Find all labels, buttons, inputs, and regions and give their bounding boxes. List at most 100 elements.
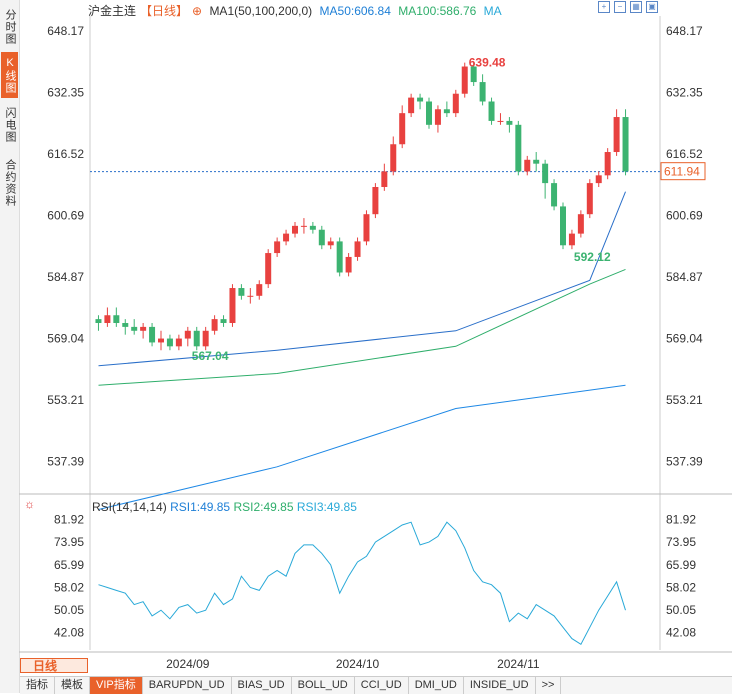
candle-body (354, 241, 361, 257)
fullscreen-icon[interactable]: ▣ (646, 1, 658, 13)
rsi-header: RSI(14,14,14) RSI1:49.85 RSI2:49.85 RSI3… (92, 500, 357, 514)
candle-body (515, 124, 522, 172)
rsi-tick-left: 50.05 (54, 603, 84, 617)
candle-body (149, 326, 156, 343)
candle-body (175, 338, 182, 347)
zoom-out-icon[interactable]: − (614, 1, 626, 13)
price-tick-right: 600.69 (666, 208, 703, 222)
candle-body (131, 326, 138, 331)
candle-body (256, 284, 263, 296)
ma100-line (98, 268, 626, 386)
indicator-tab[interactable]: INSIDE_UD (464, 677, 536, 694)
rsi-settings-icon: ☼ (24, 497, 35, 511)
last-price-label: 611.94 (664, 165, 700, 179)
candle-body (390, 144, 397, 172)
price-tick-left: 600.69 (47, 208, 84, 222)
price-tick-right: 584.87 (666, 270, 703, 284)
period-button[interactable]: 日线 (20, 658, 88, 673)
candle-body (363, 214, 370, 242)
price-tick-left: 632.35 (47, 85, 84, 99)
candle-body (140, 326, 147, 331)
low-annotation-1: 567.04 (192, 349, 229, 363)
rsi-tick-right: 73.95 (666, 535, 696, 549)
chart-header: 沪金主连 【日线】 ⊕ MA1(50,100,200,0) MA50:606.84 … (88, 2, 506, 18)
rsi-label: RSI(14,14,14) (92, 500, 167, 514)
candle-body (488, 101, 495, 121)
low-annotation-2: 592.12 (574, 250, 611, 264)
price-tick-right: 616.52 (666, 147, 703, 161)
candle-body (622, 117, 629, 172)
candle-body (184, 330, 191, 339)
candle-body (533, 159, 540, 164)
candle-body (461, 66, 468, 94)
price-tick-right: 537.39 (666, 454, 703, 468)
ma-label[interactable]: MA1(50,100,200,0) (209, 4, 313, 18)
ma50-line (98, 191, 626, 367)
price-tick-left: 537.39 (47, 454, 84, 468)
indicator-tab[interactable]: 指标 (20, 677, 55, 694)
indicator-tab[interactable]: BARUPDN_UD (143, 677, 232, 694)
indicator-tab[interactable]: 模板 (55, 677, 90, 694)
candle-body (434, 109, 441, 125)
candle-body (372, 186, 379, 215)
candle-body (309, 225, 316, 230)
grid-icon[interactable]: ▦ (630, 1, 642, 13)
rsi-line (98, 521, 626, 646)
indicator-tab[interactable]: VIP指标 (90, 677, 143, 694)
candle-body (300, 225, 307, 227)
rsi3-value: RSI3:49.85 (296, 500, 357, 514)
candle-body (568, 233, 575, 246)
price-tick-right: 553.21 (666, 393, 703, 407)
indicator-tab[interactable]: >> (536, 677, 562, 694)
rsi-tick-left: 58.02 (54, 580, 84, 594)
candle-body (577, 214, 584, 234)
candle-body (381, 171, 388, 187)
rsi-tick-right: 81.92 (666, 513, 696, 527)
candle-body (595, 175, 602, 184)
settings-icon[interactable]: ⊕ (192, 4, 203, 18)
candle-body (604, 152, 611, 176)
candle-body (166, 338, 173, 347)
candle-body (497, 120, 504, 122)
candle-body (247, 295, 254, 297)
period-label[interactable]: 【日线】 (140, 4, 189, 18)
candle-body (113, 315, 120, 324)
candle-body (274, 241, 281, 254)
candle-body (265, 253, 272, 285)
indicator-tab[interactable]: CCI_UD (355, 677, 409, 694)
zoom-in-icon[interactable]: + (598, 1, 610, 13)
sidebar: 分时图 K线图 闪电图 合约资料 (0, 0, 20, 693)
candle-body (202, 330, 209, 347)
rsi-tick-right: 42.08 (666, 626, 696, 640)
last-price-badge (660, 162, 706, 181)
candle-body (452, 93, 459, 114)
candle-body (283, 233, 290, 242)
price-tick-right: 632.35 (666, 85, 703, 99)
candle-body (327, 241, 334, 246)
rsi-tick-right: 50.05 (666, 603, 696, 617)
rsi-tick-right: 58.02 (666, 580, 696, 594)
tab-kline[interactable]: K线图 (1, 52, 18, 98)
indicator-tab[interactable]: BOLL_UD (292, 677, 355, 694)
bottom-bar: 日线 指标 模板 VIP指标 BARUPDN_UD BIAS_UD BOLL_UD CCI_… (20, 656, 732, 694)
indicator-tab[interactable]: DMI_UD (409, 677, 464, 694)
candle-body (551, 183, 558, 207)
ma-value: MA (483, 4, 502, 18)
price-tick-left: 569.04 (47, 331, 84, 345)
ma50-value: MA50:606.84 (319, 4, 391, 18)
rsi1-value: RSI1:49.85 (170, 500, 231, 514)
tab-lightning[interactable]: 闪电图 (4, 107, 16, 143)
candle-body (229, 288, 236, 324)
symbol-name: 沪金主连 (88, 4, 137, 18)
price-tick-left: 648.17 (47, 24, 84, 38)
candle-body (399, 113, 406, 145)
tab-contract-info[interactable]: 合约资料 (4, 159, 16, 207)
rsi-tick-left: 73.95 (54, 535, 84, 549)
tab-timeshare[interactable]: 分时图 (4, 9, 16, 45)
candle-body (470, 66, 477, 83)
price-tick-left: 553.21 (47, 393, 84, 407)
indicator-tab[interactable]: BIAS_UD (232, 677, 292, 694)
candle-body (122, 323, 129, 327)
rsi2-value: RSI2:49.85 (233, 500, 294, 514)
